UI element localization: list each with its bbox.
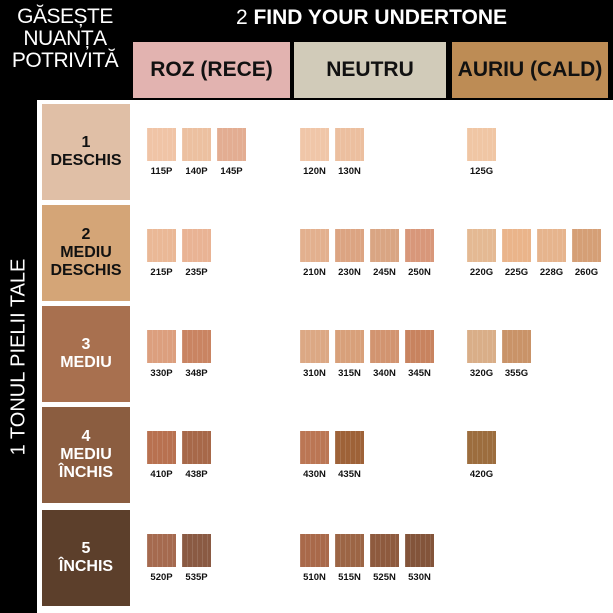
shade-swatch[interactable] [300,229,329,262]
shade-code: 530N [408,572,431,583]
shade-swatch[interactable] [300,128,329,161]
shade-code: 420G [469,469,494,480]
shade-swatch[interactable] [502,229,531,262]
title-find-shade: GĂSEȘTE NUANȚA POTRIVITĂ [11,5,119,72]
shade-code: 260G [574,267,599,278]
shade-swatch[interactable] [182,534,211,567]
shade-code: 245N [373,267,396,278]
shade-swatch[interactable] [370,229,399,262]
title-find-undertone: 2 FIND YOUR UNDERTONE [235,6,508,29]
shade-code: 438P [185,469,208,480]
shade-swatch[interactable] [405,330,434,363]
shade-swatch[interactable] [405,229,434,262]
shade-swatch[interactable] [467,229,496,262]
shade-swatch[interactable] [405,534,434,567]
skin-tone-4: 4 MEDIU ÎNCHIS [42,407,130,503]
shade-swatch[interactable] [147,128,176,161]
shade-code: 315N [338,368,361,379]
shade-swatch[interactable] [182,128,211,161]
shade-swatch[interactable] [370,534,399,567]
shade-code: 510N [303,572,326,583]
shade-code: 115P [150,166,173,177]
shade-code: 145P [220,166,243,177]
undertone-header-1: NEUTRU [294,42,446,98]
shade-swatch[interactable] [147,229,176,262]
skin-tone-label: MEDIU [60,244,112,261]
shade-code: 230N [338,267,361,278]
skin-tone-5: 5 ÎNCHIS [42,510,130,606]
skin-tone-3: 3 MEDIU [42,306,130,402]
skin-tone-label: MEDIU [60,354,112,371]
shade-code: 430N [303,469,326,480]
shade-swatch[interactable] [335,534,364,567]
skin-tone-1: 1 DESCHIS [42,104,130,200]
shade-swatch[interactable] [467,128,496,161]
shade-code: 330P [150,368,173,379]
shade-code: 250N [408,267,431,278]
skin-tone-label: MEDIU [60,446,112,463]
shade-code: 520P [150,572,173,583]
skin-tone-label: 1 [81,134,91,151]
shade-code: 410P [150,469,173,480]
shade-code: 228G [539,267,564,278]
shade-swatch[interactable] [370,330,399,363]
shade-code: 348P [185,368,208,379]
skin-tone-label: DESCHIS [50,152,122,169]
shade-swatch[interactable] [335,431,364,464]
shade-swatch[interactable] [147,330,176,363]
shade-code: 525N [373,572,396,583]
shade-code: 140P [185,166,208,177]
shade-swatch[interactable] [182,229,211,262]
shade-code: 210N [303,267,326,278]
shade-code: 215P [150,267,173,278]
shade-swatch[interactable] [147,534,176,567]
shade-swatch[interactable] [300,330,329,363]
shade-swatch[interactable] [572,229,601,262]
shade-code: 515N [338,572,361,583]
shade-swatch[interactable] [537,229,566,262]
skin-tone-label: ÎNCHIS [58,558,114,575]
shade-code: 310N [303,368,326,379]
undertone-header-2: AURIU (CALD) [452,42,608,98]
shade-code: 340N [373,368,396,379]
shade-swatch[interactable] [335,229,364,262]
skin-tone-label: DESCHIS [50,262,122,279]
side-title: 1 TONUL PIELII TALE [7,258,29,455]
shade-code: 130N [338,166,361,177]
shade-swatch[interactable] [217,128,246,161]
shade-swatch[interactable] [335,128,364,161]
shade-code: 235P [185,267,208,278]
shade-code: 220G [469,267,494,278]
shade-swatch[interactable] [300,431,329,464]
shade-code: 120N [303,166,326,177]
shade-code: 125G [469,166,494,177]
shade-swatch[interactable] [502,330,531,363]
undertone-header-0: ROZ (RECE) [133,42,290,98]
shade-code: 435N [338,469,361,480]
skin-tone-label: 4 [81,428,91,445]
skin-tone-2: 2 MEDIU DESCHIS [42,205,130,301]
shade-swatch[interactable] [147,431,176,464]
shade-swatch[interactable] [182,330,211,363]
shade-code: 225G [504,267,529,278]
skin-tone-label: 3 [81,336,91,353]
shade-swatch[interactable] [467,431,496,464]
shade-code: 535P [185,572,208,583]
shade-code: 345N [408,368,431,379]
skin-tone-label: 2 [81,226,91,243]
shade-swatch[interactable] [335,330,364,363]
shade-swatch[interactable] [467,330,496,363]
skin-tone-label: ÎNCHIS [58,464,114,481]
shade-code: 320G [469,368,494,379]
shade-code: 355G [504,368,529,379]
skin-tone-label: 5 [81,540,91,557]
shade-swatch[interactable] [182,431,211,464]
shade-swatch[interactable] [300,534,329,567]
